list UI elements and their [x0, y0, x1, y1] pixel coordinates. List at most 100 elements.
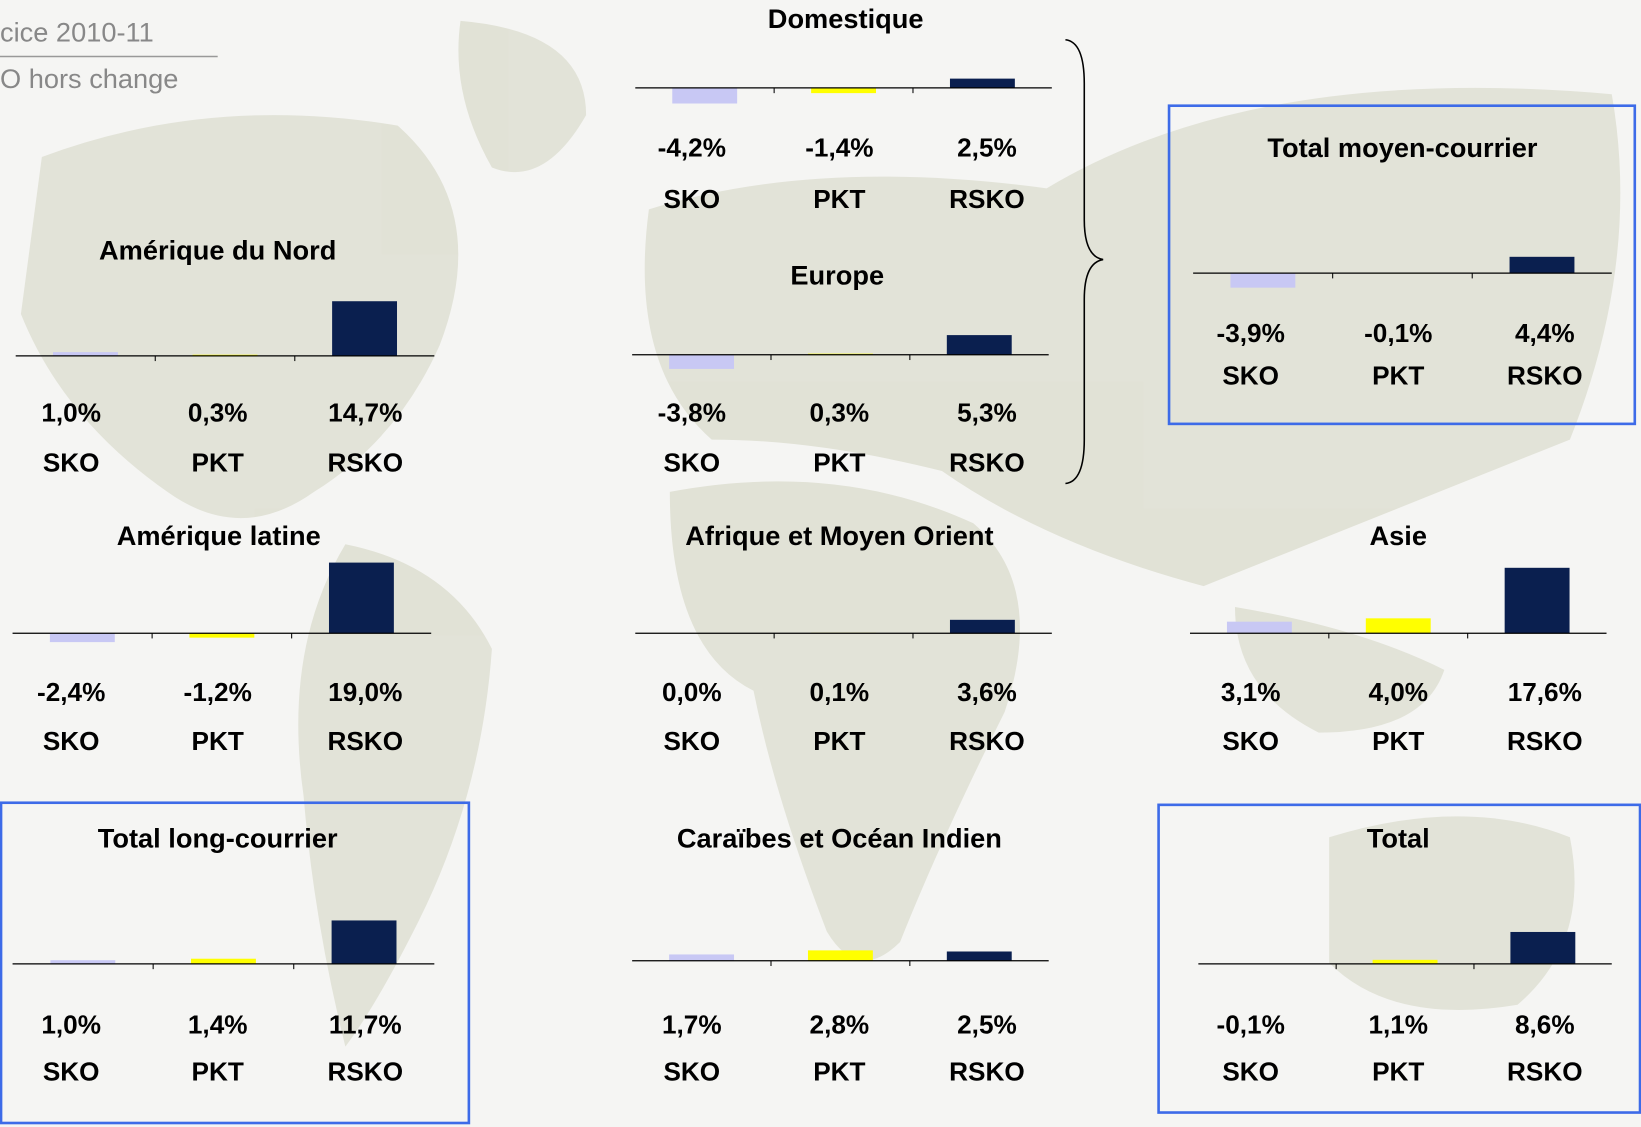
value-label: 2,5%	[957, 133, 1017, 163]
value-label: 5,3%	[957, 397, 1017, 427]
category-label: RSKO	[1507, 1057, 1583, 1087]
value-label: -1,2%	[184, 677, 252, 707]
category-label: SKO	[1222, 726, 1279, 756]
value-label: 2,8%	[810, 1010, 870, 1040]
bar	[669, 354, 735, 369]
value-label: 1,0%	[41, 1010, 101, 1040]
highlight-frame	[0, 801, 471, 1125]
category-label: PKT	[192, 448, 244, 478]
chart-title: Total moyen-courrier	[1267, 132, 1537, 163]
category-label: PKT	[1372, 361, 1424, 391]
value-label: 4,0%	[1368, 677, 1428, 707]
category-label: RSKO	[949, 448, 1025, 478]
bar	[1509, 256, 1575, 274]
value-label: 0,0%	[662, 677, 722, 707]
bar	[1372, 959, 1438, 964]
header-subtitle: O hors change	[0, 63, 178, 94]
bar	[949, 78, 1015, 88]
bar	[1365, 618, 1431, 634]
bar	[1226, 621, 1292, 634]
category-label: SKO	[43, 448, 100, 478]
category-label: PKT	[813, 1057, 865, 1087]
category-label: PKT	[192, 726, 244, 756]
category-label: SKO	[663, 184, 720, 214]
value-label: 1,0%	[41, 397, 101, 427]
value-label: -0,1%	[1217, 1010, 1285, 1040]
bar	[949, 619, 1015, 634]
bar	[672, 87, 738, 104]
category-label: PKT	[813, 184, 865, 214]
category-label: PKT	[1372, 1057, 1424, 1087]
highlight-frame	[1157, 803, 1641, 1114]
bar	[191, 958, 256, 964]
brace	[1065, 38, 1104, 485]
category-label: RSKO	[949, 726, 1025, 756]
category-label: SKO	[663, 448, 720, 478]
bar	[1230, 273, 1296, 288]
value-label: -4,2%	[658, 133, 726, 163]
value-label: 1,7%	[662, 1010, 722, 1040]
bar	[811, 87, 877, 94]
chart-title: Europe	[790, 260, 884, 291]
category-label: PKT	[813, 726, 865, 756]
value-label: 0,1%	[810, 677, 870, 707]
value-label: 19,0%	[328, 677, 402, 707]
chart-title: Amérique latine	[117, 520, 321, 551]
category-label: PKT	[813, 448, 865, 478]
highlight-frame	[1167, 104, 1637, 426]
bar	[1504, 567, 1570, 634]
value-label: -1,4%	[805, 133, 873, 163]
value-label: 1,4%	[188, 1010, 248, 1040]
bar	[669, 954, 735, 961]
bar	[53, 352, 118, 356]
chart-title: Total long-courrier	[98, 823, 338, 854]
value-label: 1,1%	[1368, 1010, 1428, 1040]
value-label: 17,6%	[1508, 677, 1582, 707]
value-label: 4,4%	[1515, 318, 1575, 348]
value-label: -3,9%	[1217, 318, 1285, 348]
chart-title: Domestique	[768, 3, 924, 34]
category-label: RSKO	[327, 448, 403, 478]
category-label: RSKO	[1507, 726, 1583, 756]
category-label: RSKO	[949, 1057, 1025, 1087]
category-label: SKO	[43, 726, 100, 756]
category-label: SKO	[663, 726, 720, 756]
category-label: SKO	[43, 1057, 100, 1087]
value-label: -0,1%	[1364, 318, 1432, 348]
value-label: 2,5%	[957, 1010, 1017, 1040]
bar	[331, 920, 397, 964]
chart-title: Asie	[1370, 520, 1427, 551]
category-label: SKO	[1222, 361, 1279, 391]
category-label: PKT	[192, 1057, 244, 1087]
category-label: RSKO	[1507, 361, 1583, 391]
bar	[49, 633, 115, 643]
value-label: 8,6%	[1515, 1010, 1575, 1040]
header-title: cice 2010-11	[0, 17, 154, 48]
value-label: 11,7%	[329, 1010, 402, 1040]
value-label: 0,3%	[188, 397, 248, 427]
value-label: 3,1%	[1221, 677, 1281, 707]
bar	[50, 960, 116, 964]
bar	[328, 562, 394, 634]
value-label: 0,3%	[810, 397, 870, 427]
bar	[332, 301, 398, 356]
category-label: RSKO	[327, 1057, 403, 1087]
category-label: SKO	[1222, 1057, 1279, 1087]
value-label: -2,4%	[37, 677, 105, 707]
bar	[946, 335, 1012, 355]
value-label: 3,6%	[957, 677, 1017, 707]
chart-title: Total	[1367, 823, 1430, 854]
category-label: SKO	[663, 1057, 720, 1087]
category-label: RSKO	[949, 184, 1025, 214]
category-label: RSKO	[327, 726, 403, 756]
chart-title: Amérique du Nord	[99, 234, 336, 265]
bar	[189, 633, 255, 638]
category-label: PKT	[1372, 726, 1424, 756]
chart-title: Afrique et Moyen Orient	[685, 520, 993, 551]
bar	[946, 951, 1012, 961]
bar	[807, 950, 873, 961]
bar	[1510, 931, 1576, 964]
value-label: 14,7%	[328, 397, 402, 427]
